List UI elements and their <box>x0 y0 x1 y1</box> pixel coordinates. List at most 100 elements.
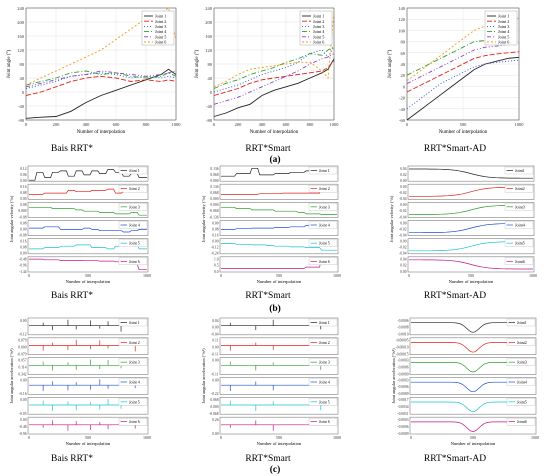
y-tick-label: 0.00 <box>400 239 406 243</box>
y-tick-label: -0.0010 <box>397 333 408 337</box>
y-tick-label: 80 <box>401 40 406 45</box>
plot-frame <box>25 7 177 121</box>
legend-label: Joint 4 <box>155 29 167 34</box>
y-tick-label: -0.96 <box>19 432 27 436</box>
y-tick-label: -0.068 <box>209 209 218 213</box>
angle-chart-1: -80 -40 0 40 80 120 160 200 240 0 200 400 600 800 1000… <box>7 6 181 135</box>
legend-label: Joint 2 <box>129 186 140 191</box>
subplot-joint-2: 0.00 -0.02 -0.04 Joint2 <box>399 183 535 201</box>
legend-label: Joint 1 <box>319 168 330 173</box>
y-axis-label: Joint angular acceleration (°/s²) <box>201 348 206 404</box>
y-tick-label: -0.08 <box>19 215 27 219</box>
subplot-joint-5: 0.068 0.000 -0.068 Joint 5 <box>209 397 339 416</box>
y-tick-label: 0 <box>210 90 213 95</box>
subplot-joint-5: 0.00 -0.02 -0.04 Joint5 <box>399 238 535 256</box>
legend-label: Joint 1 <box>129 320 140 325</box>
y-tick-label: 120 <box>205 48 213 53</box>
subplot-joint-6: 1.0 0.5 0.0 Joint 6 <box>214 256 339 274</box>
subplot-frame <box>27 416 149 435</box>
subplot-joint-5: 0.16 0.08 0.00 Joint 5 <box>20 238 149 256</box>
legend-label: Joint 2 <box>313 19 324 24</box>
subplot-joint-3: 0.00 -0.11 Joint 3 <box>211 357 339 376</box>
panel-label-a: (a) <box>269 154 280 165</box>
y-tick-label: 140 <box>398 6 406 11</box>
y-tick-label: 0.0 <box>214 270 219 274</box>
legend-label: Joint 1 <box>498 14 509 19</box>
y-tick-label: 120 <box>17 48 25 53</box>
y-tick-label: -0.05 <box>19 412 27 416</box>
y-tick-label: -0.0009 <box>397 372 408 376</box>
y-tick-label: 80 <box>208 62 213 67</box>
x-tick-label: 0 <box>406 122 409 127</box>
x-tick-label: 400 <box>83 122 91 127</box>
angle-chart-3: -60 -40 -20 0 20 40 60 80 100 120 140 0 500 1000 Numbe… <box>388 6 524 135</box>
y-tick-label: 0.16 <box>20 185 26 189</box>
legend-label: Joint 3 <box>319 204 330 209</box>
caption-a-1: Bais RRT* <box>51 144 93 154</box>
y-tick-label: 0.068 <box>210 173 218 177</box>
x-tick-label: 500 <box>85 273 91 278</box>
y-tick-label: -0.48 <box>19 258 27 262</box>
y-tick-label: -0.136 <box>209 215 218 219</box>
legend-box <box>506 338 536 346</box>
y-tick-label: 0.04 <box>400 167 406 171</box>
y-tick-label: -0.0003 <box>397 418 408 422</box>
subplot-joint-6: 0.04 0.02 0.00 Joint6 <box>400 256 535 274</box>
x-tick-label: 1000 <box>529 273 537 278</box>
legend-label: Joint 3 <box>313 24 324 29</box>
subplot-frame <box>27 337 149 355</box>
subplot-joint-3: -0.0003 -0.0006 -0.0009 Joint3 <box>397 357 537 376</box>
y-tick-label: 0.12 <box>20 167 26 171</box>
series-line-joint-2 <box>213 60 335 96</box>
x-axis-label: Number of interpolation <box>257 441 302 446</box>
legend-box <box>308 203 338 211</box>
subplot-joint-1: 0.136 0.068 0.000 Joint 1 <box>210 165 339 183</box>
y-tick-label: 0 <box>22 90 25 95</box>
y-tick-label: 0.00 <box>20 179 26 183</box>
y-tick-label: -0.0017 <box>397 398 408 402</box>
y-tick-label: 40 <box>401 62 406 67</box>
legend-label: Joint 1 <box>313 14 324 19</box>
legend-label: Joint 3 <box>129 204 140 209</box>
legend-box <box>308 398 338 406</box>
subplot-joint-2: 0.16 0.08 0.00 Joint 2 <box>20 183 149 201</box>
subplot-frame <box>219 337 339 355</box>
subplot-joint-4: 0.00 -0.22 Joint 4 <box>211 377 339 396</box>
legend-label: Joint4 <box>515 223 525 228</box>
x-tick-label: 0 <box>408 273 410 278</box>
legend-box <box>308 378 338 386</box>
y-tick-label: -0.04 <box>399 215 407 219</box>
y-tick-label: -80 <box>206 118 213 123</box>
y-tick-label: 1.0 <box>214 258 219 262</box>
legend-box <box>118 239 148 247</box>
legend-label: Joint 5 <box>129 241 140 246</box>
y-tick-label: 0.11 <box>212 339 218 343</box>
y-axis-label: Joint angular velocity (°/s) <box>9 195 14 242</box>
y-tick-label: 0.00 <box>20 378 26 382</box>
legend-label: Joint 5 <box>313 34 324 39</box>
y-tick-label: 0.08 <box>20 246 26 250</box>
legend-label: Joint3 <box>517 360 527 365</box>
y-tick-label: 0.057 <box>18 358 26 362</box>
legend-label: Joint1 <box>517 320 527 325</box>
stack-chart: 0.04 0.00 -0.04 Joint 1 0.11 0.00 -0.11 Joint 2… <box>201 317 341 446</box>
y-tick-label: -0.04 <box>211 333 219 337</box>
y-axis-label: Joint angular velocity (°/s) <box>389 195 394 242</box>
subplot-joint-4: 0.00 -0.02 -0.04 Joint4 <box>399 220 535 237</box>
angle-chart-2: -80 -40 0 40 80 120 160 200 240 0 200 400 600 800 1000… <box>195 6 339 135</box>
y-tick-label: 0.000 <box>210 197 218 201</box>
legend-box <box>118 378 148 386</box>
x-axis-label: Number of interpolation <box>451 441 496 446</box>
y-tick-label: -0.16 <box>19 392 27 396</box>
y-tick-label: 0.00 <box>212 221 218 225</box>
y-tick-label: 60 <box>401 51 406 56</box>
signal-line <box>221 258 337 269</box>
legend-label: Joint 2 <box>155 19 166 24</box>
y-tick-label: -0.0006 <box>397 425 408 429</box>
caption-b-1: Bais RRT* <box>51 291 93 301</box>
y-tick-label: 160 <box>17 34 25 39</box>
y-tick-label: -0.04 <box>399 233 407 237</box>
